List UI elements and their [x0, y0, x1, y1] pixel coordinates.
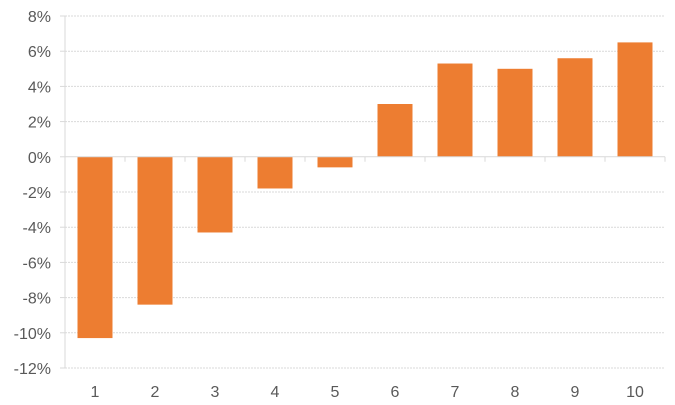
x-tick-label: 6	[391, 384, 400, 401]
x-tick-label: 7	[451, 384, 460, 401]
bar	[137, 156, 173, 305]
bar	[377, 104, 413, 157]
y-tick-label: 6%	[28, 44, 51, 61]
y-tick-label: 0%	[28, 150, 51, 167]
bar	[317, 156, 353, 168]
y-tick-label: -12%	[14, 361, 51, 378]
x-tick-label: 9	[571, 384, 580, 401]
x-tick-label: 10	[626, 384, 644, 401]
x-tick-label: 5	[331, 384, 340, 401]
bar	[497, 68, 533, 157]
bar	[257, 156, 293, 189]
y-tick-label: 4%	[28, 79, 51, 96]
bar	[557, 58, 593, 157]
x-tick-label: 8	[511, 384, 520, 401]
bar	[617, 42, 653, 157]
bar	[197, 156, 233, 233]
y-tick-label: -10%	[14, 326, 51, 343]
x-tick-label: 1	[91, 384, 100, 401]
x-tick-label: 3	[211, 384, 220, 401]
y-tick-label: -2%	[23, 185, 51, 202]
y-tick-label: -8%	[23, 291, 51, 308]
y-tick-label: 8%	[28, 9, 51, 26]
x-tick-label: 4	[271, 384, 280, 401]
y-tick-label: -6%	[23, 255, 51, 272]
y-tick-label: -4%	[23, 220, 51, 237]
bar	[77, 156, 113, 339]
bar	[437, 63, 473, 157]
x-tick-label: 2	[151, 384, 160, 401]
y-tick-label: 2%	[28, 115, 51, 132]
